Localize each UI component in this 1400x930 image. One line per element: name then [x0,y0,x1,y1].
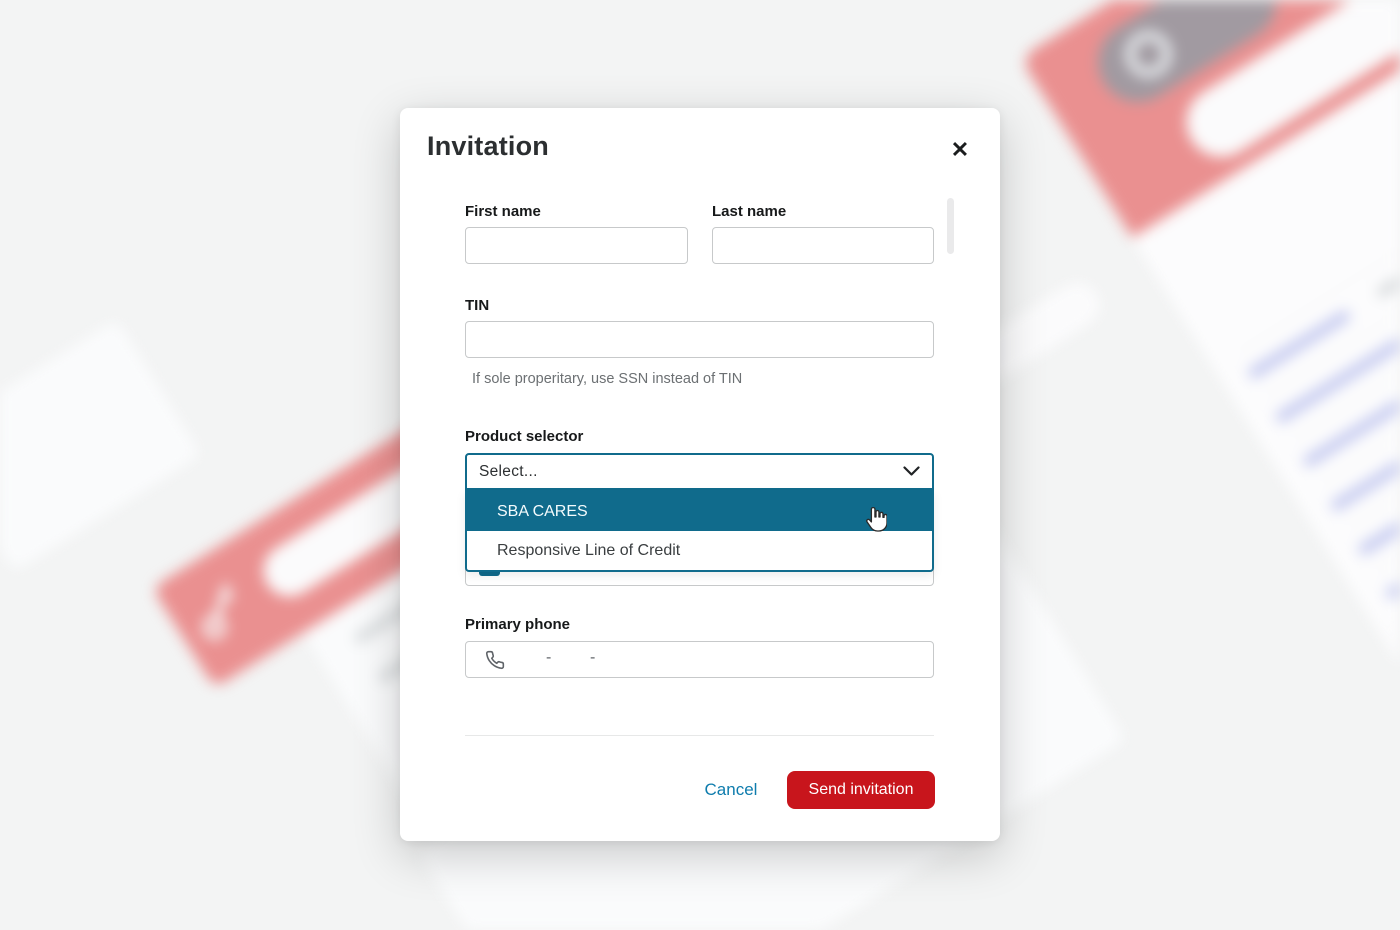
tin-label: TIN [465,297,490,314]
send-invitation-button[interactable]: Send invitation [787,771,935,809]
invitation-dialog: Invitation ✕ First name Last name TIN If… [400,108,1000,841]
key-icon [202,583,234,640]
product-selector-select[interactable]: Select... [465,453,934,490]
first-name-label: First name [465,203,541,220]
badge-dot [1220,0,1252,2]
avatar-icon [1116,22,1181,86]
phone-icon [485,650,505,675]
primary-phone-label: Primary phone [465,616,571,633]
last-name-label: Last name [712,203,787,220]
tin-hint: If sole properitary, use SSN instead of … [472,371,743,387]
bg-key-card [152,410,499,689]
cancel-button[interactable]: Cancel [685,771,777,809]
bg-white-card [0,319,202,572]
close-button[interactable]: ✕ [944,134,976,166]
tin-input[interactable] [465,321,934,358]
chevron-down-icon [903,466,920,477]
option-sba-cares[interactable]: SBA CARES [467,492,932,531]
option-responsive-line-of-credit[interactable]: Responsive Line of Credit [497,541,681,559]
bg-page-right [957,0,1400,930]
product-selector-label: Product selector [465,428,584,445]
phone-mask-dash: - [590,649,596,666]
primary-phone-input[interactable]: - - [465,641,934,678]
last-name-input[interactable] [712,227,934,264]
select-placeholder: Select... [479,462,538,480]
product-selector-dropdown: SBA CARES Responsive Line of Credit [465,490,934,572]
close-icon: ✕ [950,137,970,162]
phone-mask-dash: - [546,649,552,666]
dialog-title: Invitation [427,131,549,161]
first-name-input[interactable] [465,227,688,264]
scrollbar-thumb[interactable] [947,198,954,254]
footer-divider [465,735,934,736]
